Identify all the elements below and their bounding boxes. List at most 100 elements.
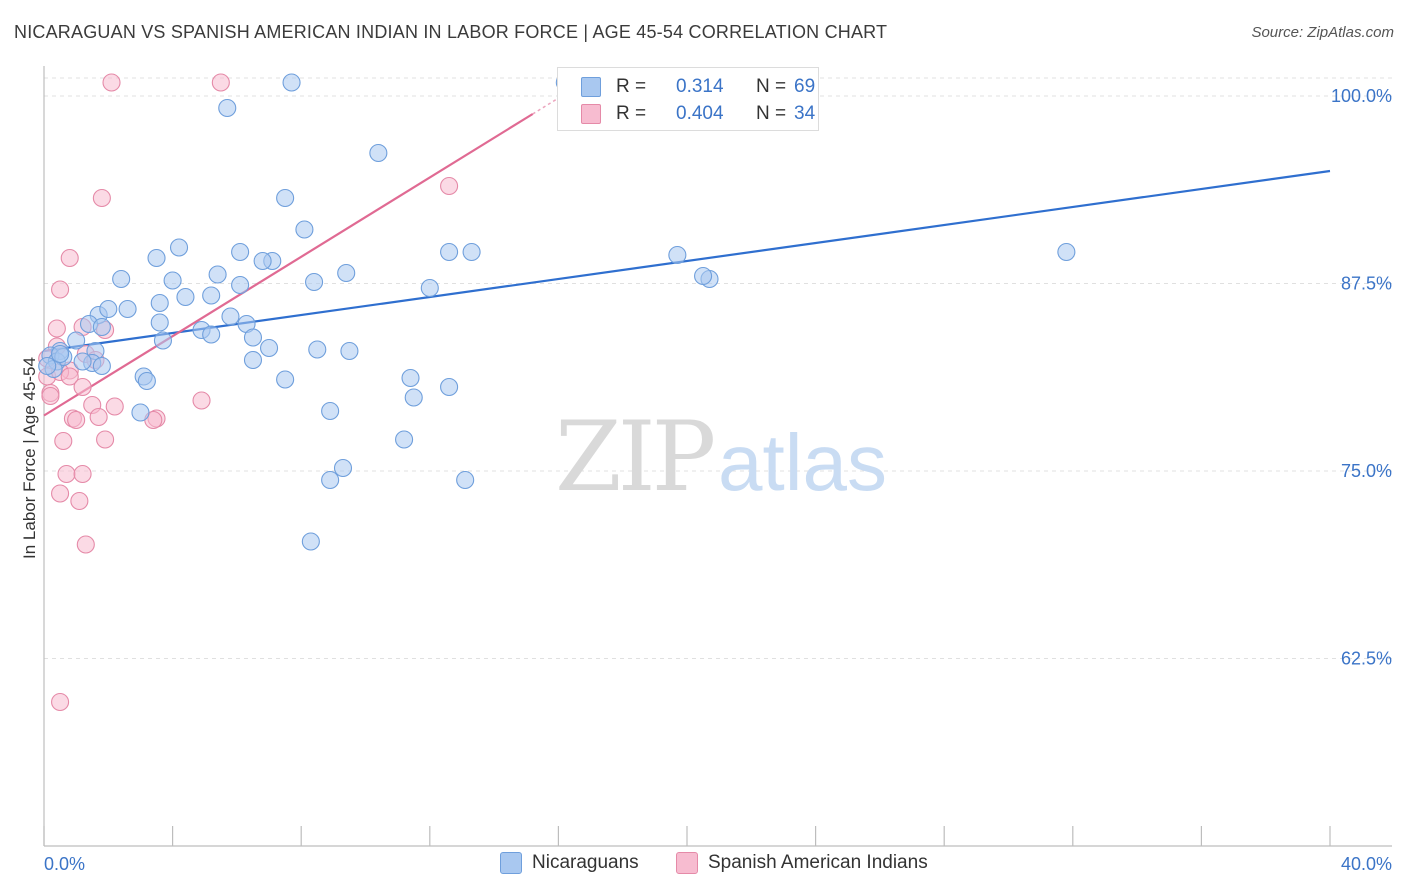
data-point [41, 386, 60, 406]
data-point [38, 356, 57, 376]
y-axis-label: In Labor Force | Age 45-54 [20, 357, 39, 559]
data-point [321, 470, 340, 490]
legend-n-value: 69 [794, 76, 816, 97]
data-point [192, 391, 211, 410]
data-point [102, 73, 121, 92]
data-point [73, 352, 92, 371]
data-point [243, 328, 263, 347]
data-point [440, 242, 459, 262]
data-point [51, 280, 70, 299]
data-point [96, 430, 115, 449]
data-point [105, 397, 124, 416]
data-point [54, 431, 73, 451]
data-point [92, 356, 111, 376]
data-point [401, 368, 420, 388]
data-point [321, 401, 340, 421]
data-point [67, 410, 86, 430]
legend-n-value: 34 [794, 103, 816, 124]
data-point [694, 266, 713, 286]
data-point [163, 271, 182, 290]
data-point [231, 242, 250, 262]
watermark-atlas: atlas [718, 418, 887, 507]
data-point [60, 367, 79, 386]
source-label: Source: ZipAtlas.com [1251, 24, 1394, 41]
data-point [276, 188, 295, 208]
data-point [131, 403, 150, 422]
y-tick-label: 100.0% [1331, 86, 1392, 106]
legend-n-label: N = [756, 76, 787, 97]
data-point [202, 286, 221, 305]
axes [43, 66, 1392, 847]
data-point [395, 430, 414, 449]
legend-swatch-nicaraguans [581, 77, 601, 97]
legend-swatch-spanish-american-indians [581, 104, 601, 124]
data-point [92, 188, 111, 208]
data-point [202, 325, 221, 344]
data-point [305, 272, 324, 292]
series-swatch-nicaraguans [500, 852, 522, 874]
data-point [92, 317, 111, 337]
data-point [440, 377, 459, 397]
data-point [420, 278, 439, 298]
data-point [150, 313, 169, 332]
data-point [76, 535, 95, 554]
data-point [308, 340, 327, 359]
data-point [67, 331, 86, 350]
data-point [668, 245, 687, 265]
data-point [147, 248, 166, 268]
data-point [208, 265, 227, 284]
data-point [150, 293, 169, 313]
data-point [243, 350, 263, 370]
series-legend-spanish-american-indians[interactable]: Spanish American Indians [676, 852, 928, 874]
data-point [221, 307, 240, 326]
watermark-zip: ZIP [555, 401, 714, 513]
data-point [60, 248, 79, 268]
data-point [73, 464, 92, 484]
data-point [211, 73, 230, 92]
legend-r-label: R = [616, 103, 647, 124]
data-point [169, 238, 189, 257]
legend-n-label: N = [756, 103, 787, 124]
x-tick-label-max: 40.0% [1341, 854, 1392, 874]
series-legend-nicaraguans[interactable]: Nicaraguans [500, 852, 639, 874]
data-point [369, 143, 388, 163]
data-point [301, 532, 320, 551]
data-point [404, 388, 423, 407]
y-tick-label: 75.0% [1341, 461, 1392, 481]
data-point [462, 242, 481, 262]
data-point [73, 377, 92, 397]
data-point [99, 299, 118, 319]
trend-line-spanish-american-indians [43, 113, 534, 417]
data-point [218, 98, 237, 118]
stats-legend: R = 0.314 N = 69 R = 0.404 N = 34 [557, 67, 819, 131]
data-point [176, 287, 195, 307]
data-point [51, 692, 70, 712]
data-point [295, 220, 314, 239]
data-point [337, 263, 356, 283]
data-point [118, 299, 137, 319]
data-point [89, 407, 108, 427]
data-point [70, 491, 89, 511]
y-tick-label: 87.5% [1341, 274, 1392, 294]
data-point [456, 470, 475, 490]
chart-title: NICARAGUAN VS SPANISH AMERICAN INDIAN IN… [14, 22, 888, 42]
data-point [57, 464, 76, 484]
legend-r-value: 0.404 [676, 103, 724, 124]
data-point [259, 338, 279, 358]
series-swatch-spanish-american-indians [676, 852, 698, 874]
data-point [47, 319, 66, 338]
data-point [1057, 242, 1076, 262]
data-point [253, 251, 272, 271]
tick-labels: 100.0% 87.5% 75.0% 62.5% 0.0% 40.0% [44, 86, 1392, 874]
y-axis-label-wrap: In Labor Force | Age 45-54 [18, 0, 42, 892]
data-point [112, 269, 131, 289]
data-point [333, 458, 353, 478]
data-point [282, 73, 301, 92]
legend-r-value: 0.314 [676, 76, 724, 97]
legend-r-label: R = [616, 76, 647, 97]
series-legend-label: Spanish American Indians [708, 852, 928, 873]
data-points [38, 73, 1076, 712]
data-point [440, 176, 459, 196]
watermark: ZIP atlas [555, 401, 887, 513]
